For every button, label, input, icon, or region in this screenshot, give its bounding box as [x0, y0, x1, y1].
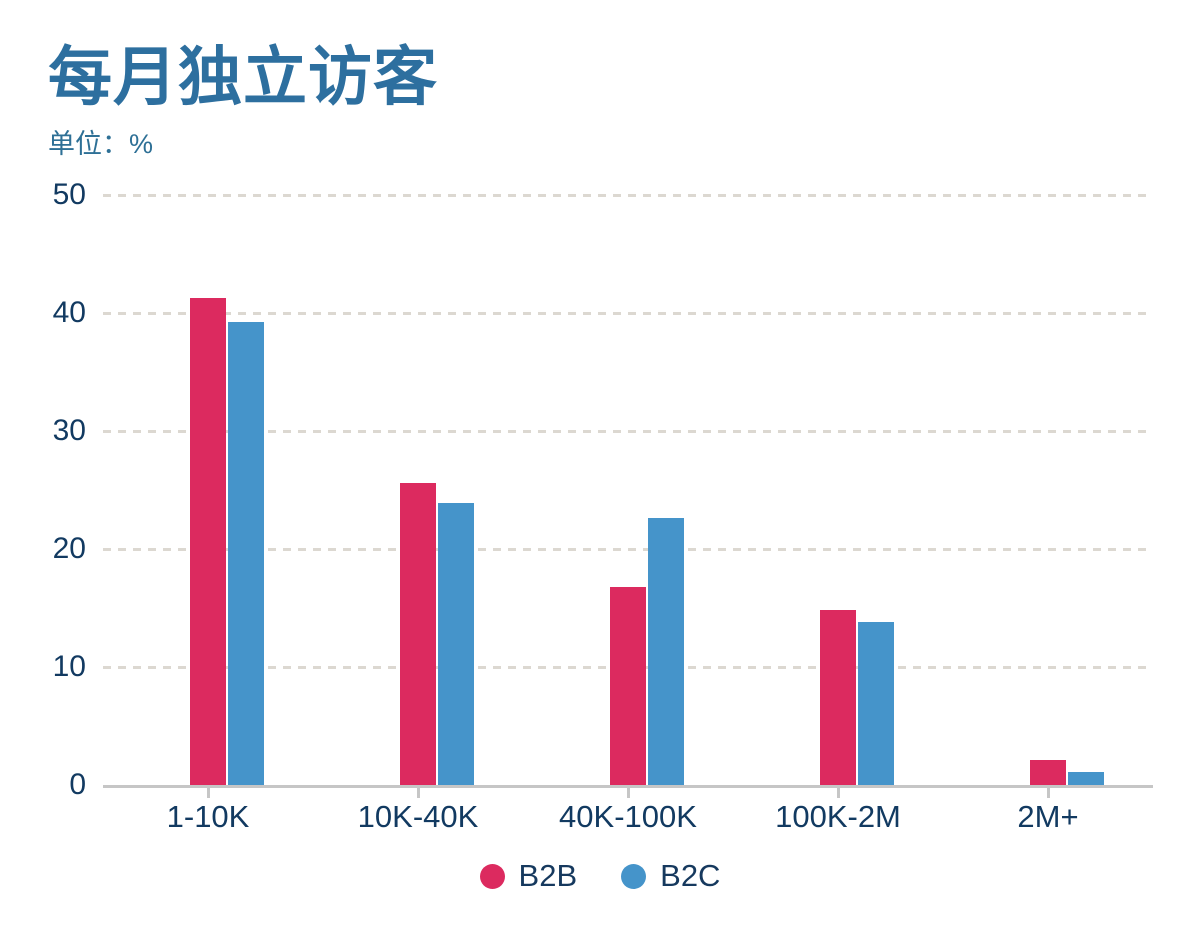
legend-item-b2c[interactable]: B2C	[621, 858, 720, 894]
bar-b2c-100K-2M[interactable]	[858, 622, 894, 785]
y-axis-tick-label-40: 40	[52, 296, 86, 329]
unit-label: 单位：%	[48, 129, 154, 159]
legend: B2B B2C	[0, 858, 1200, 894]
bar-b2b-100K-2M[interactable]	[820, 610, 856, 785]
bar-b2b-10K-40K[interactable]	[400, 482, 436, 785]
x-axis-category-label-1-10K: 1-10K	[166, 799, 250, 834]
x-axis-category-label-40K-100K: 40K-100K	[559, 799, 697, 834]
bar-b2c-40K-100K[interactable]	[648, 518, 684, 785]
x-axis-tick-1-10K	[206, 785, 210, 798]
x-axis-category-label-100K-2M: 100K-2M	[775, 799, 901, 834]
x-axis-category-label-10K-40K: 10K-40K	[357, 799, 479, 834]
y-axis-tick-label-20: 20	[52, 532, 86, 565]
legend-label-b2b: B2B	[518, 858, 578, 893]
chart-title: 每月独立访客	[48, 41, 438, 113]
gridline-y-30	[103, 430, 1153, 433]
bar-b2c-1-10K[interactable]	[228, 322, 264, 785]
bar-b2b-2M+[interactable]	[1030, 760, 1066, 785]
gridline-y-20	[103, 548, 1153, 551]
legend-dot-b2c	[621, 863, 647, 889]
gridline-y-40	[103, 312, 1153, 315]
y-axis-tick-label-30: 30	[52, 414, 86, 447]
y-axis-tick-label-0: 0	[69, 768, 86, 801]
legend-dot-b2b	[479, 863, 505, 889]
legend-label-b2c: B2C	[660, 858, 721, 893]
x-axis-tick-40K-100K	[626, 785, 630, 798]
bar-b2b-1-10K[interactable]	[190, 297, 226, 785]
x-axis-tick-10K-40K	[416, 785, 420, 798]
x-axis-tick-100K-2M	[836, 785, 840, 798]
gridline-y-50	[103, 194, 1153, 197]
y-axis-tick-label-10: 10	[52, 650, 86, 683]
x-axis-tick-2M+	[1046, 785, 1050, 798]
x-axis-category-label-2M+: 2M+	[1017, 799, 1079, 834]
plot-area: 0 10 20 30 40 50 1-10K 10K-40K 40K-100K 100K-2M 2M…	[53, 178, 1153, 834]
bar-b2c-2M+[interactable]	[1068, 772, 1104, 785]
bar-b2b-40K-100K[interactable]	[610, 586, 646, 785]
legend-item-b2b[interactable]: B2B	[479, 858, 578, 894]
y-axis-tick-label-50: 50	[52, 178, 86, 211]
bar-b2c-10K-40K[interactable]	[438, 502, 474, 785]
